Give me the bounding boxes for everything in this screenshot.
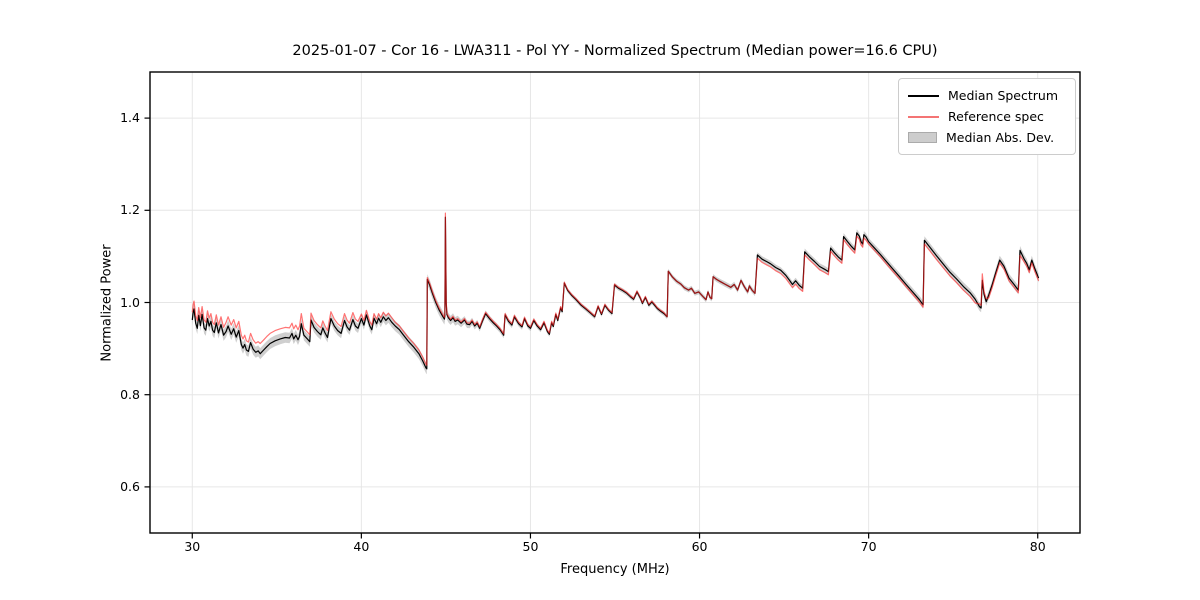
x-tick-label: 80: [1029, 539, 1046, 554]
legend-line-median-icon: [908, 94, 939, 97]
y-tick-label: 1.2: [120, 202, 140, 218]
x-tick-label: 40: [353, 539, 370, 554]
median-spectrum-line: [191, 216, 1040, 370]
x-axis-label: Frequency (MHz): [560, 562, 670, 577]
mad-band-area: [192, 211, 1039, 375]
legend-item-median-spectrum: Median Spectrum: [908, 85, 1067, 106]
legend-line-reference-icon: [908, 115, 939, 118]
legend-label-reference-spec: Reference spec: [948, 109, 1044, 124]
y-tick-label: 0.6: [120, 478, 140, 494]
y-tick-label: 1.0: [120, 294, 140, 310]
reference-spec-line: [191, 212, 1040, 366]
y-tick-label: 1.4: [120, 110, 140, 126]
x-tick-label: 70: [860, 539, 877, 554]
legend-label-median-abs-dev: Median Abs. Dev.: [946, 130, 1055, 145]
legend-item-reference-spec: Reference spec: [908, 106, 1067, 127]
x-tick-label: 50: [522, 539, 539, 554]
x-tick-label: 60: [691, 539, 708, 554]
x-tick-label: 30: [184, 539, 201, 554]
y-tick-label: 0.8: [120, 386, 140, 402]
chart-title: 2025-01-07 - Cor 16 - LWA311 - Pol YY - …: [292, 43, 938, 59]
legend: Median Spectrum Reference spec Median Ab…: [898, 78, 1076, 155]
legend-patch-mad-icon: [908, 132, 937, 143]
legend-item-median-abs-dev: Median Abs. Dev.: [908, 127, 1067, 148]
legend-label-median-spectrum: Median Spectrum: [948, 88, 1059, 103]
